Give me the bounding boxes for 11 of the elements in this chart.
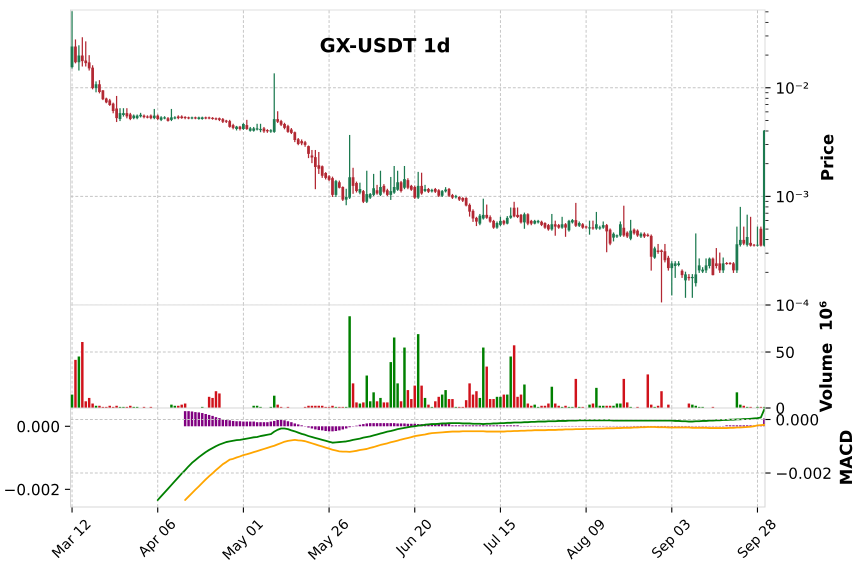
y2-axis-title: MACD — [840, 430, 852, 484]
x-tick-label: Jun 20 — [394, 518, 434, 558]
x-tick-label: Aug 09 — [564, 518, 608, 562]
y-tick-label: 0 — [776, 402, 784, 414]
x-tick-label: Sep 03 — [650, 518, 693, 560]
x-tick-label: Jul 15 — [481, 518, 518, 555]
x-tick-label: Sep 28 — [736, 518, 779, 560]
y-axis-title: Volume 10⁶ — [819, 301, 832, 412]
x-tick-label: Mar 12 — [51, 518, 91, 558]
x-tick-label: Apr 06 — [136, 518, 178, 560]
y-tick-label: 50 — [776, 346, 794, 358]
